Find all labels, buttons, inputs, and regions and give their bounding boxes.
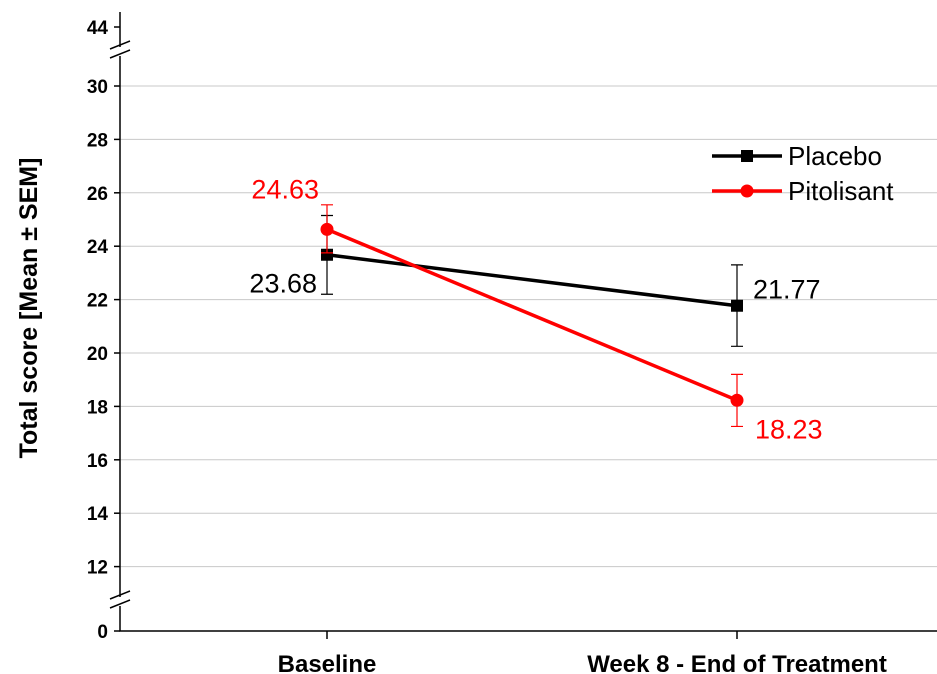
x-tick-label: Baseline xyxy=(278,651,377,674)
y-tick-label: 20 xyxy=(87,344,108,365)
data-point xyxy=(321,223,334,236)
data-label: 21.77 xyxy=(753,275,821,305)
axes xyxy=(110,12,937,631)
y-tick-label: 26 xyxy=(87,184,108,205)
y-tick-label: 30 xyxy=(87,77,108,98)
y-tick-label: 24 xyxy=(87,237,109,258)
data-label: 23.68 xyxy=(249,269,317,299)
data-label: 24.63 xyxy=(251,174,319,204)
y-axis-title: Total score [Mean ± SEM] xyxy=(15,158,43,459)
y-tick-label: 16 xyxy=(87,451,108,472)
legend-marker xyxy=(741,150,753,162)
data-point xyxy=(731,394,744,407)
legend-label: Placebo xyxy=(788,141,882,171)
legend: Placebo Pitolisant xyxy=(712,141,894,206)
data-point xyxy=(731,300,743,312)
legend-marker xyxy=(741,185,754,198)
legend-label: Pitolisant xyxy=(788,176,894,206)
legend-item-placebo: Placebo xyxy=(712,141,882,171)
series xyxy=(321,205,744,427)
y-axis-line xyxy=(120,12,937,631)
x-tick-label: Week 8 - End of Treatment xyxy=(587,651,887,674)
series-line xyxy=(327,229,737,400)
series-pitolisant xyxy=(321,205,744,427)
y-tick-label: 14 xyxy=(87,504,109,525)
series-line xyxy=(327,255,737,306)
y-tick-label: 18 xyxy=(87,397,108,418)
y-tick-label: 12 xyxy=(87,558,108,579)
data-label: 18.23 xyxy=(755,414,823,444)
y-tick-label: 0 xyxy=(97,622,108,643)
x-tick-labels: Baseline Week 8 - End of Treatment xyxy=(278,631,887,674)
legend-item-pitolisant: Pitolisant xyxy=(712,176,894,206)
series-placebo xyxy=(321,215,743,346)
y-tick-label: 44 xyxy=(87,18,109,39)
y-tick-label: 28 xyxy=(87,130,108,151)
y-tick-labels: 0 12 14 16 18 20 22 24 26 28 30 44 xyxy=(87,18,120,643)
y-tick-label: 22 xyxy=(87,291,108,312)
